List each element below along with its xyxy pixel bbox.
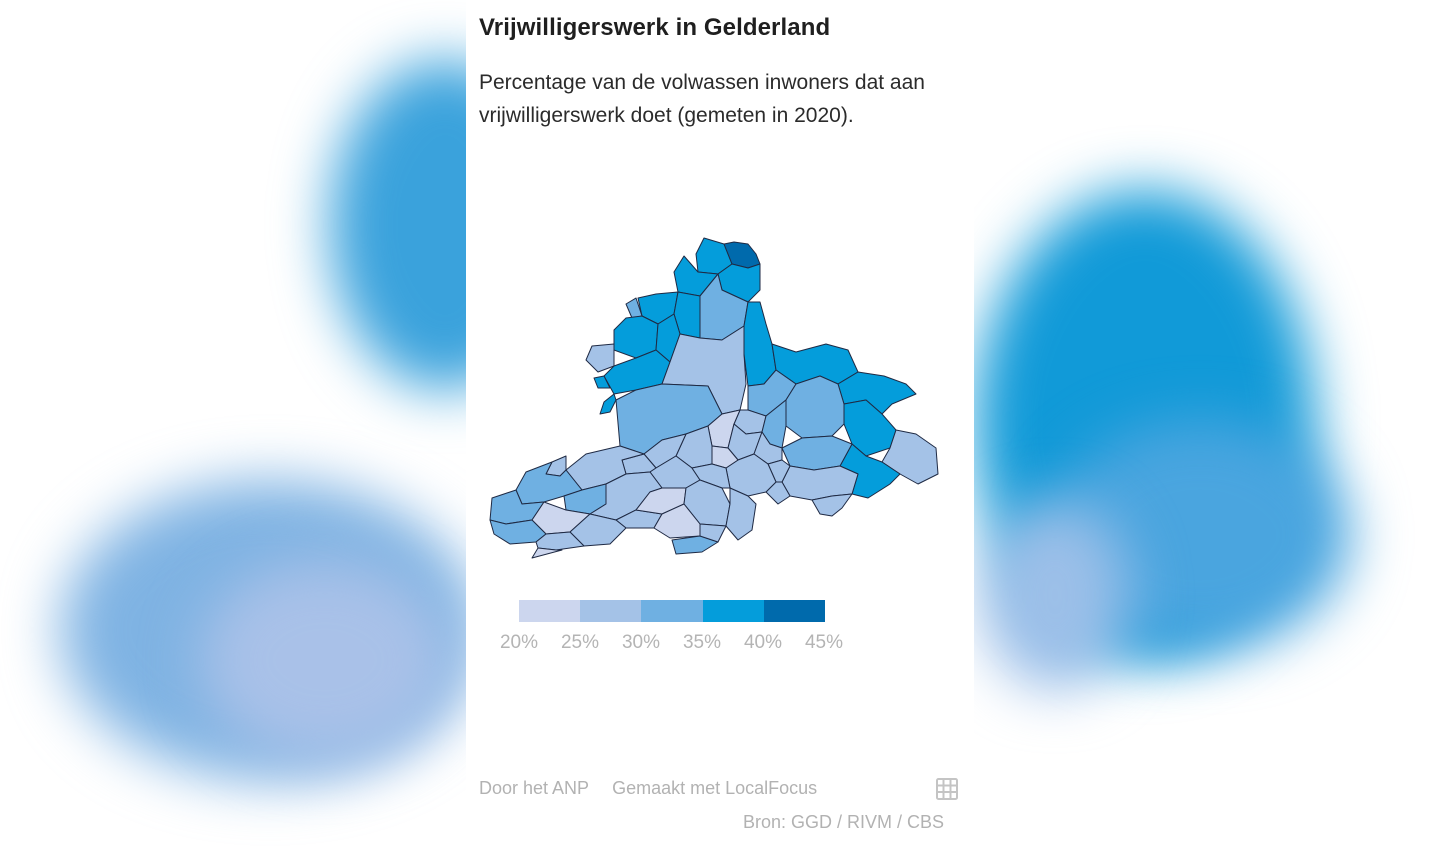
legend-label: 40% <box>743 632 783 653</box>
municipality-region[interactable] <box>725 487 757 541</box>
color-legend <box>519 600 826 624</box>
municipality-region[interactable] <box>743 301 777 387</box>
municipality-region[interactable] <box>661 325 747 415</box>
municipality-region[interactable] <box>699 523 727 543</box>
municipality-region[interactable] <box>593 375 611 389</box>
gelderland-map <box>489 237 939 559</box>
municipality-region[interactable] <box>599 393 617 415</box>
legend-swatch-40-45 <box>763 600 826 622</box>
municipality-region[interactable] <box>489 519 547 545</box>
legend-label: 35% <box>682 632 722 653</box>
background-blob <box>980 500 1130 690</box>
municipality-region[interactable] <box>881 429 939 485</box>
municipality-region[interactable] <box>531 547 563 559</box>
grid-table-icon[interactable] <box>936 778 958 800</box>
legend-label: 20% <box>499 632 539 653</box>
legend-label: 25% <box>560 632 600 653</box>
legend-label: 30% <box>621 632 661 653</box>
legend-labels: 20% 25% 30% 35% 40% 45% <box>480 632 880 656</box>
chart-title: Vrijwilligerswerk in Gelderland <box>479 14 831 41</box>
municipality-region[interactable] <box>585 343 615 373</box>
legend-swatch-20-25 <box>519 600 581 622</box>
legend-swatch-35-40 <box>702 600 764 622</box>
legend-swatch-30-35 <box>641 600 703 622</box>
municipality-region[interactable] <box>711 445 739 469</box>
chart-card: Vrijwilligerswerk in Gelderland Percenta… <box>466 0 974 847</box>
made-with-link[interactable]: Gemaakt met LocalFocus <box>612 778 818 798</box>
municipality-region[interactable] <box>785 375 845 439</box>
background-blob <box>200 560 450 760</box>
municipality-region[interactable] <box>811 493 853 517</box>
footer-credits: Door het ANP Gemaakt met LocalFocus <box>479 778 835 799</box>
source-note: Bron: GGD / RIVM / CBS <box>742 812 944 832</box>
legend-label: 45% <box>804 632 844 653</box>
legend-swatch-25-30 <box>580 600 642 622</box>
chart-subtitle: Percentage van de volwassen inwoners dat… <box>479 71 925 127</box>
author-credit: Door het ANP <box>479 778 590 798</box>
